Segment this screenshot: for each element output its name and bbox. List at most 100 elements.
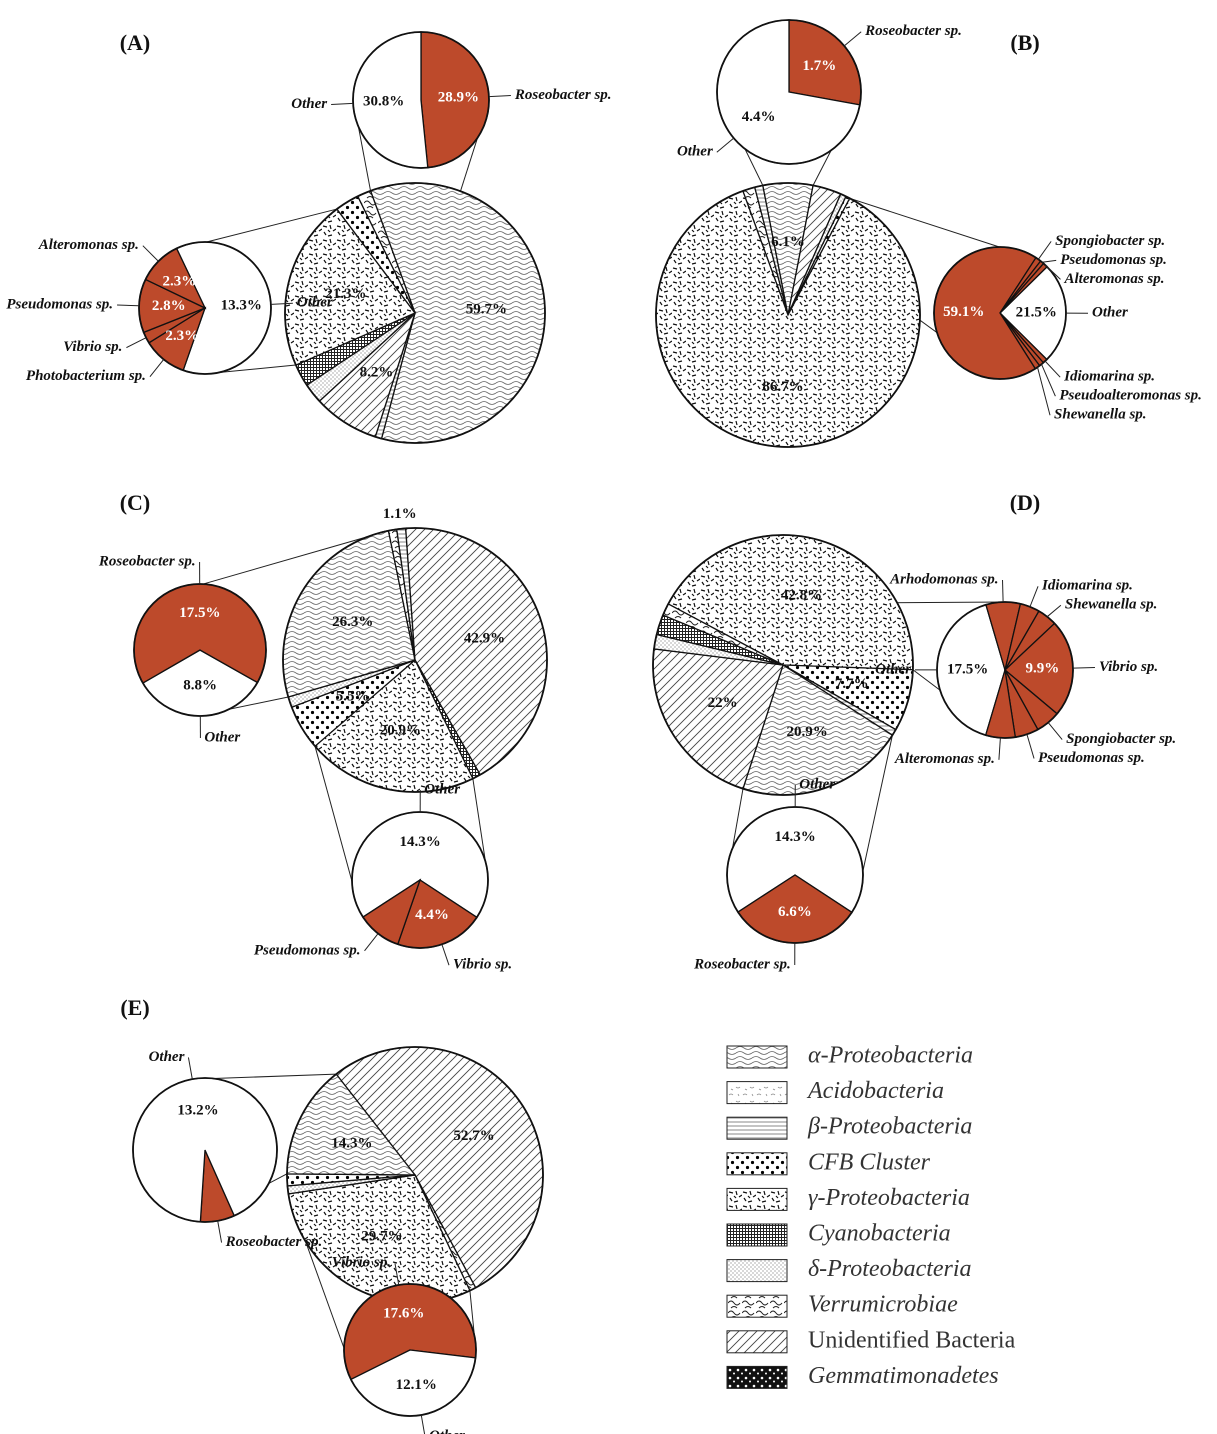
leader-line	[1044, 360, 1061, 378]
value-label: 59.7%	[466, 301, 507, 317]
leader-line	[1047, 722, 1063, 740]
category-label: Shewanella sp.	[1054, 407, 1147, 423]
category-label: Spongiobacter sp.	[1055, 233, 1165, 249]
category-label: Other	[875, 661, 911, 677]
connector-line	[206, 208, 338, 243]
value-label: 26.3%	[332, 614, 373, 630]
leader-line	[1046, 604, 1062, 618]
legend-label: β-Proteobacteria	[807, 1114, 972, 1140]
legend-label: Cyanobacteria	[808, 1221, 951, 1247]
leader-line	[1037, 241, 1052, 260]
category-label: Pseudomonas sp.	[6, 296, 113, 312]
leader-line	[149, 359, 165, 377]
leader-line	[441, 944, 450, 966]
pie-outline	[343, 1283, 477, 1417]
connector-line	[862, 735, 893, 872]
value-label: 17.5%	[947, 661, 988, 677]
category-label: Other	[149, 1049, 185, 1065]
leader-line	[364, 933, 379, 952]
legend-label: γ-Proteobacteria	[808, 1185, 970, 1211]
panel-title: (C)	[120, 490, 151, 515]
pie-outline	[351, 811, 489, 949]
category-label: Other	[429, 1428, 465, 1434]
value-label: 20.9%	[786, 724, 827, 740]
value-label: 29.7%	[361, 1229, 402, 1245]
value-label: 14.3%	[774, 829, 815, 845]
legend-label: Gemmatimonadetes	[808, 1363, 999, 1389]
legend-swatch	[726, 1116, 788, 1140]
category-label: Pseudoalteromonas sp.	[1059, 388, 1202, 404]
category-label: Idiomarina sp.	[1041, 578, 1133, 594]
value-label: 17.5%	[179, 605, 220, 621]
leader-line	[716, 137, 735, 153]
category-label: Spongiobacter sp.	[1066, 731, 1176, 747]
value-label: 12.1%	[396, 1377, 437, 1393]
leader-line	[1072, 667, 1095, 669]
value-label: 42.8%	[781, 587, 822, 603]
category-label: Alteromonas sp.	[1063, 271, 1164, 287]
leader-line	[331, 102, 354, 105]
panel-title: (E)	[120, 995, 149, 1020]
pie-outline	[132, 1077, 278, 1223]
value-label: 86.7%	[762, 379, 803, 395]
value-label: 6.6%	[778, 904, 812, 920]
category-label: Alteromonas sp.	[38, 237, 139, 253]
leader-line	[270, 302, 293, 305]
pie-outline	[933, 246, 1067, 380]
category-label: Other	[204, 729, 240, 745]
leader-line	[1029, 586, 1039, 607]
category-label: Vibrio sp.	[453, 957, 512, 973]
category-label: Other	[424, 781, 460, 797]
connector-line	[213, 1073, 337, 1080]
category-label: Arhodomonas sp.	[889, 571, 998, 587]
category-label: Roseobacter sp.	[225, 1234, 323, 1250]
category-label: Other	[677, 144, 713, 160]
legend-swatch	[726, 1365, 788, 1389]
value-label: 14.3%	[331, 1135, 372, 1151]
category-label: Photobacterium sp.	[26, 368, 146, 384]
value-label: 5.5%	[336, 689, 370, 705]
leader-line	[126, 337, 147, 349]
value-label: 4.4%	[415, 907, 449, 923]
category-label: Pseudomonas sp.	[254, 942, 361, 958]
value-label: 42.9%	[464, 630, 505, 646]
category-label: Roseobacter sp.	[693, 956, 791, 972]
legend-label: Unidentified Bacteria	[808, 1327, 1016, 1353]
legend-label: CFB Cluster	[808, 1149, 931, 1175]
legend-swatch	[726, 1330, 788, 1354]
value-label: 52.7%	[453, 1128, 494, 1144]
pie-outline	[282, 527, 548, 793]
category-label: Roseobacter sp.	[98, 553, 196, 569]
value-label: 30.8%	[363, 93, 404, 109]
legend-swatch	[726, 1294, 788, 1318]
pie-outline	[655, 182, 921, 448]
leader-line	[217, 1220, 223, 1243]
legend-swatch	[726, 1259, 788, 1283]
connector-line	[202, 530, 389, 585]
leader-line	[1045, 264, 1061, 280]
value-label: 8.8%	[183, 678, 217, 694]
leader-line	[998, 737, 1001, 760]
value-label: 2.8%	[152, 298, 186, 314]
legend-label: Verrumicrobiae	[808, 1292, 958, 1318]
leader-line	[142, 245, 159, 262]
value-label: 6.1%	[771, 234, 805, 250]
pie-outline	[936, 601, 1074, 739]
value-label: 20.9%	[380, 723, 421, 739]
panel-title: (B)	[1010, 30, 1039, 55]
legend-swatch	[726, 1081, 788, 1105]
value-label: 21.3%	[325, 286, 366, 302]
connector-line	[849, 197, 1000, 248]
category-label: Vibrio sp.	[63, 339, 122, 355]
pie-outline	[352, 31, 490, 169]
category-label: Other	[297, 295, 333, 311]
leader-line	[1002, 580, 1004, 603]
category-label: Pseudomonas sp.	[1038, 750, 1145, 766]
legend-swatch	[726, 1223, 788, 1247]
value-label: 14.3%	[399, 834, 440, 850]
leader-line	[843, 31, 862, 47]
category-label: Vibrio sp.	[1099, 659, 1158, 675]
category-label: Other	[1092, 305, 1128, 321]
value-label: 1.7%	[803, 58, 837, 74]
